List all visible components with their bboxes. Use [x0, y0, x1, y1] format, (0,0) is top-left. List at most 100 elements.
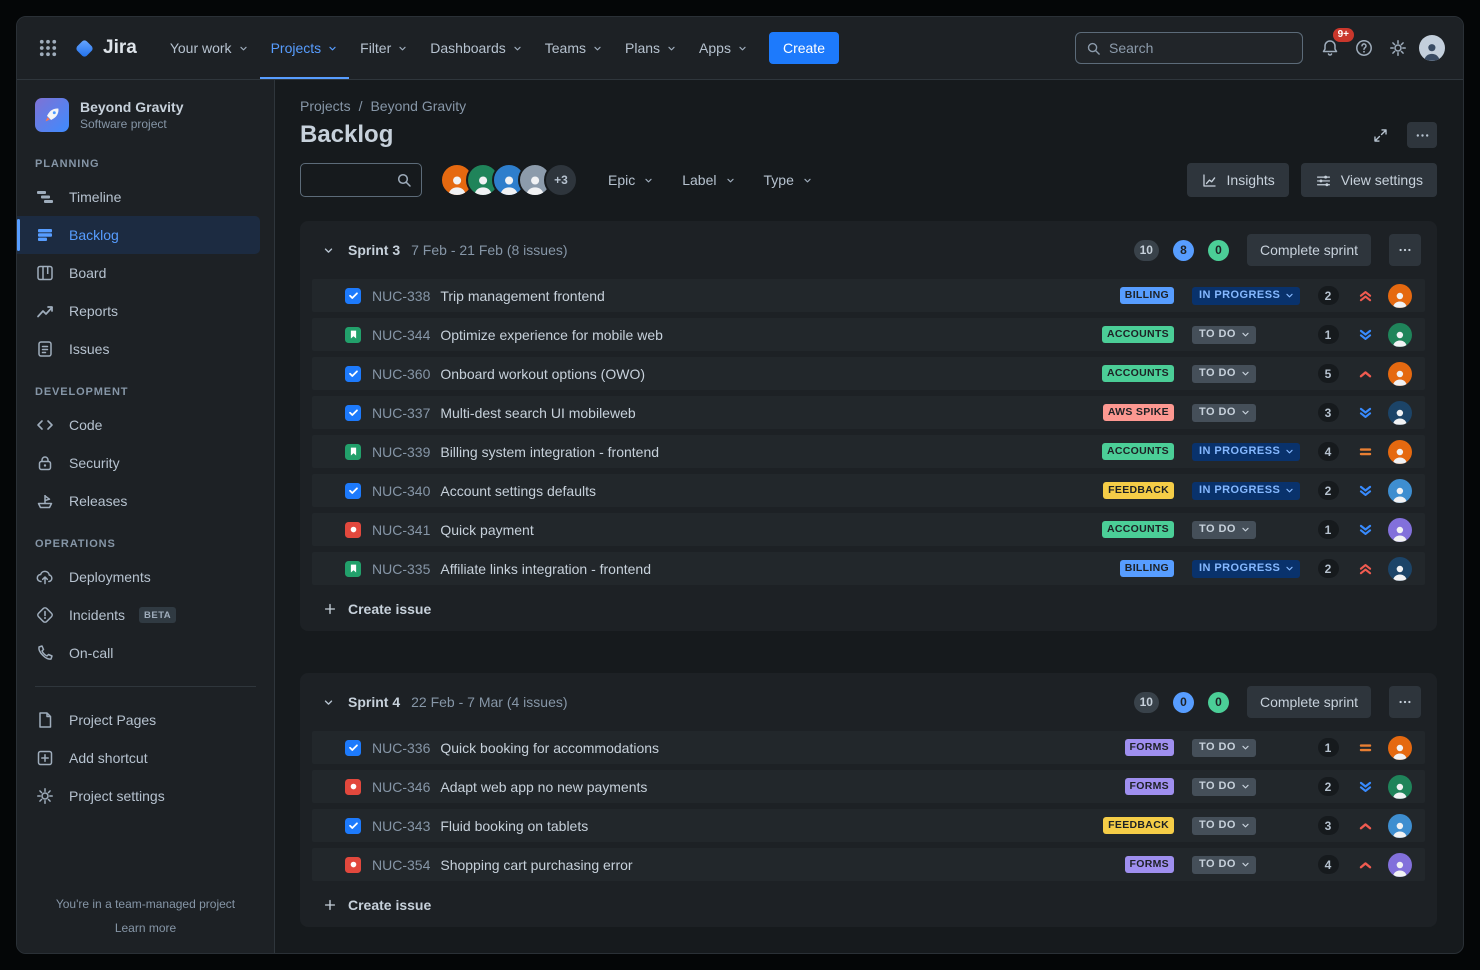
breadcrumb-project-name[interactable]: Beyond Gravity [370, 98, 467, 114]
settings-button[interactable] [1381, 31, 1415, 65]
create-button[interactable]: Create [768, 32, 839, 64]
status-dropdown[interactable]: TO DO [1192, 403, 1256, 422]
assignee-avatar[interactable] [1388, 400, 1412, 425]
filter-avatar[interactable] [440, 163, 474, 197]
issue-key: NUC-346 [372, 778, 431, 795]
assignee-avatar[interactable] [1388, 439, 1412, 464]
nav-item-dashboards[interactable]: Dashboards [419, 17, 534, 79]
nav-item-your-work[interactable]: Your work [159, 17, 260, 79]
status-dropdown[interactable]: TO DO [1192, 364, 1256, 383]
sidebar-item-releases[interactable]: Releases [17, 482, 260, 520]
status-dropdown[interactable]: IN PROGRESS [1192, 559, 1301, 578]
issue-row[interactable]: NUC-360 Onboard workout options (OWO) ACCO… [312, 357, 1425, 390]
profile-button[interactable] [1415, 31, 1449, 65]
estimate-badge: 1 [1317, 738, 1339, 757]
complete-sprint-button[interactable]: Complete sprint [1246, 686, 1371, 718]
status-dropdown[interactable]: IN PROGRESS [1192, 286, 1301, 305]
scroll-handle-icon[interactable] [860, 951, 878, 953]
issue-key: NUC-341 [372, 521, 431, 538]
assignee-avatar[interactable] [1388, 517, 1412, 542]
sidebar-item-board[interactable]: Board [17, 254, 260, 292]
nav-item-teams[interactable]: Teams [534, 17, 614, 79]
assignee-avatar[interactable] [1388, 361, 1412, 386]
issue-row[interactable]: NUC-354 Shopping cart purchasing error FOR… [312, 848, 1425, 881]
status-dropdown[interactable]: IN PROGRESS [1192, 442, 1301, 461]
project-name: Beyond Gravity [80, 99, 184, 115]
app-switcher-button[interactable] [31, 31, 65, 65]
chevron-down-icon [643, 175, 654, 186]
issue-key: NUC-335 [372, 560, 431, 577]
help-button[interactable] [1347, 31, 1381, 65]
complete-sprint-button[interactable]: Complete sprint [1246, 234, 1371, 266]
sidebar-item-issues[interactable]: Issues [17, 330, 260, 368]
notifications-button[interactable]: 9+ [1313, 28, 1354, 65]
assignee-avatar[interactable] [1388, 556, 1412, 581]
jira-logo[interactable]: Jira [65, 37, 145, 60]
breadcrumb-projects[interactable]: Projects [300, 98, 351, 114]
status-dropdown[interactable]: TO DO [1192, 855, 1256, 874]
status-dropdown[interactable]: TO DO [1192, 816, 1256, 835]
navbar-search-input[interactable] [1109, 40, 1292, 56]
sidebar-item-incidents[interactable]: Incidents BETA [17, 596, 260, 634]
sidebar-item-reports[interactable]: Reports [17, 292, 260, 330]
insights-button[interactable]: Insights [1186, 163, 1289, 197]
issue-row[interactable]: NUC-341 Quick payment ACCOUNTS TO DO 1 [312, 513, 1425, 546]
assignee-avatar[interactable] [1388, 735, 1412, 760]
issue-row[interactable]: NUC-335 Affiliate links integration - fro… [312, 552, 1425, 585]
nav-item-filter[interactable]: Filter [349, 17, 419, 79]
sidebar-item-backlog[interactable]: Backlog [17, 216, 260, 254]
issue-row[interactable]: NUC-340 Account settings defaults FEEDBACK… [312, 474, 1425, 507]
sprint-more-button[interactable] [1389, 686, 1421, 718]
issue-row[interactable]: NUC-343 Fluid booking on tablets FEEDBACK T… [312, 809, 1425, 842]
sidebar-item-on-call[interactable]: On-call [17, 634, 260, 672]
issue-type-story-icon [345, 326, 361, 343]
create-issue-button[interactable]: Create issue [312, 594, 439, 619]
status-label: TO DO [1199, 780, 1236, 792]
navbar-search[interactable] [1075, 32, 1303, 64]
assignee-avatar[interactable] [1388, 852, 1412, 877]
nav-item-apps[interactable]: Apps [688, 17, 759, 79]
issue-row[interactable]: NUC-336 Quick booking for accommodations F… [312, 731, 1425, 764]
issue-row[interactable]: NUC-339 Billing system integration - fron… [312, 435, 1425, 468]
sprint-header: Sprint 4 22 Feb - 7 Mar (4 issues) 10 0 0 Com… [312, 679, 1425, 725]
sidebar-item-add-shortcut[interactable]: Add shortcut [17, 739, 260, 777]
sidebar-item-security[interactable]: Security [17, 444, 260, 482]
create-issue-button[interactable]: Create issue [312, 890, 439, 915]
sidebar-item-deployments[interactable]: Deployments [17, 558, 260, 596]
view-settings-button[interactable]: View settings [1300, 163, 1437, 197]
nav-item-projects[interactable]: Projects [260, 17, 350, 79]
assignee-avatar[interactable] [1388, 813, 1412, 838]
assignee-avatar[interactable] [1388, 478, 1412, 503]
assignee-avatar[interactable] [1388, 774, 1412, 799]
status-dropdown[interactable]: TO DO [1192, 325, 1256, 344]
assignee-avatar[interactable] [1388, 283, 1412, 308]
fullscreen-button[interactable] [1365, 122, 1395, 148]
issue-row[interactable]: NUC-338 Trip management frontend BILLING IN… [312, 279, 1425, 312]
status-dropdown[interactable]: TO DO [1192, 520, 1256, 539]
more-actions-button[interactable] [1407, 122, 1437, 148]
filter-dropdown-label[interactable]: Label [672, 166, 745, 194]
filter-dropdown-epic[interactable]: Epic [598, 166, 664, 194]
sprint-collapse-button[interactable] [316, 690, 340, 714]
sidebar-item-project-settings[interactable]: Project settings [17, 777, 260, 815]
sidebar-item-code[interactable]: Code [17, 406, 260, 444]
status-dropdown[interactable]: TO DO [1192, 738, 1256, 757]
nav-item-plans[interactable]: Plans [614, 17, 688, 79]
backlog-search-input[interactable] [310, 172, 390, 188]
status-dropdown[interactable]: IN PROGRESS [1192, 481, 1301, 500]
backlog-search[interactable] [300, 163, 422, 197]
status-dropdown[interactable]: TO DO [1192, 777, 1256, 796]
issue-row[interactable]: NUC-337 Multi-dest search UI mobileweb AWS… [312, 396, 1425, 429]
filter-dropdown-type[interactable]: Type [754, 166, 823, 194]
assignee-avatar[interactable] [1388, 322, 1412, 347]
sidebar-item-project-pages[interactable]: Project Pages [17, 701, 260, 739]
sidebar-item-timeline[interactable]: Timeline [17, 178, 260, 216]
issue-row[interactable]: NUC-344 Optimize experience for mobile we… [312, 318, 1425, 351]
learn-more-link[interactable]: Learn more [114, 921, 177, 935]
issue-row[interactable]: NUC-346 Adapt web app no new payments FORM… [312, 770, 1425, 803]
sprint-more-button[interactable] [1389, 234, 1421, 266]
estimate-column: 2 [1314, 286, 1342, 305]
sprint-collapse-button[interactable] [316, 238, 340, 262]
issue-key: NUC-339 [372, 443, 431, 460]
avatar-overflow-badge[interactable]: +3 [544, 163, 578, 197]
